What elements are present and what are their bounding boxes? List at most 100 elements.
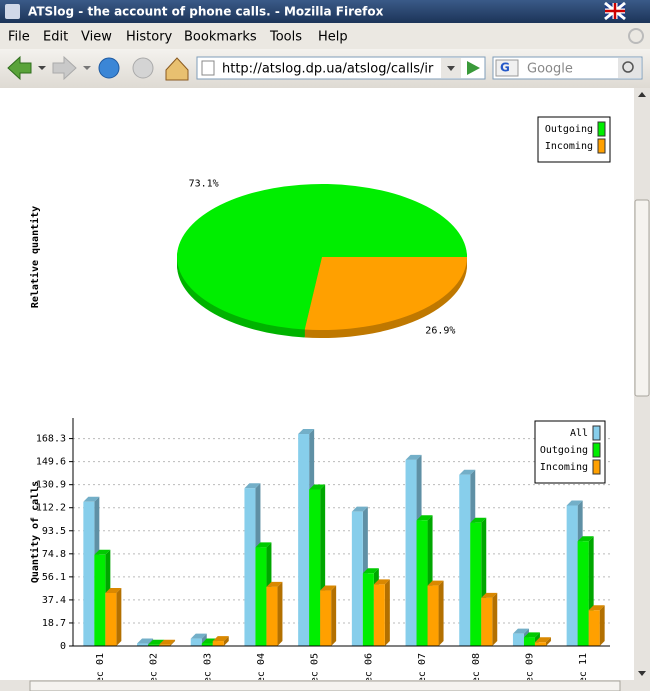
go-button[interactable] [467, 61, 480, 75]
bar-side [223, 636, 229, 646]
y-tick-label: 56.1 [42, 572, 66, 583]
bar-top [94, 549, 111, 555]
url-text: http://atslog.dp.ua/atslog/calls/ir [222, 62, 434, 77]
title-bar [0, 0, 650, 23]
legend-label: Outgoing [545, 124, 593, 135]
bar-side [331, 585, 337, 646]
y-tick-label: 112.2 [36, 503, 66, 514]
legend-label: All [570, 428, 588, 439]
x-tick-label: Dec 01 [95, 653, 106, 689]
bar-side [116, 588, 122, 646]
bar [309, 489, 321, 646]
menu: File Edit View History Bookmarks Tools Help [8, 30, 348, 45]
bar [481, 597, 493, 646]
url-dropdown-arrow [447, 66, 455, 71]
bar [201, 643, 213, 646]
bar [405, 459, 417, 646]
legend-swatch [592, 459, 601, 475]
pie-label: 73.1% [189, 178, 219, 189]
bar [362, 573, 374, 646]
charts: 73.1% 26.9% Relative quantity Outgoing Incom… [29, 116, 611, 689]
bar [105, 593, 117, 646]
forward-dropdown[interactable] [83, 66, 91, 70]
bar [94, 554, 106, 646]
v-scroll-thumb[interactable] [634, 199, 650, 397]
x-tick-label: Dec 03 [202, 653, 213, 689]
pie-slice [176, 183, 467, 330]
bar-top [320, 585, 337, 591]
x-tick-label: Dec 07 [417, 653, 428, 689]
bar-side [492, 592, 498, 646]
search-button[interactable] [618, 58, 641, 78]
bar-side [170, 639, 176, 646]
bar-top [405, 454, 422, 460]
bar [298, 434, 310, 646]
y-tick-label: 18.7 [42, 618, 66, 629]
bar-top [351, 506, 368, 512]
x-tick-label: Dec 09 [524, 653, 535, 689]
bar [512, 633, 524, 646]
bar [159, 644, 171, 646]
bar [190, 638, 202, 646]
legend-label: Outgoing [540, 445, 588, 456]
back-dropdown[interactable] [38, 66, 46, 70]
menu-item[interactable]: Help [318, 30, 348, 45]
bar-top [534, 637, 551, 643]
bar [244, 488, 256, 646]
bar-top [105, 588, 122, 594]
bar-top [137, 638, 154, 644]
engine-g: G [500, 61, 510, 75]
bar [523, 637, 535, 646]
page-icon [201, 60, 215, 76]
menu-item[interactable]: Tools [269, 30, 302, 45]
bar-top [588, 605, 605, 611]
menu-item[interactable]: View [81, 30, 112, 45]
legend-label: Incoming [545, 141, 593, 152]
throbber [628, 28, 644, 44]
x-tick-label: Dec 08 [471, 653, 482, 689]
menu-item[interactable]: Bookmarks [184, 30, 257, 45]
search-icon [622, 61, 634, 73]
y-tick-label: 37.4 [42, 595, 66, 606]
stop-button[interactable] [132, 57, 154, 79]
bar-top [298, 429, 315, 435]
bar-top [190, 633, 207, 639]
back-button[interactable] [7, 55, 32, 81]
bar [137, 643, 149, 646]
bar [588, 610, 600, 646]
bar-top [309, 484, 326, 490]
legend-swatch [597, 138, 606, 154]
menu-item[interactable]: History [126, 30, 173, 45]
bar-top [566, 500, 583, 506]
search-box[interactable] [492, 56, 643, 80]
bar [148, 644, 160, 646]
x-tick-label: Dec 02 [149, 653, 160, 689]
menu-item[interactable]: File [8, 30, 30, 45]
bar [212, 641, 224, 646]
bar-top [148, 639, 165, 645]
h-scroll-thumb[interactable] [29, 680, 621, 692]
flag-icon[interactable] [604, 1, 626, 21]
bar-side [277, 581, 283, 646]
bar-top [266, 581, 283, 587]
search-engine[interactable] [495, 59, 519, 77]
menu-bar [0, 23, 650, 49]
y-tick-label: 0 [60, 641, 66, 652]
y-tick-label: 93.5 [42, 526, 66, 537]
y-tick-label: 130.9 [36, 480, 66, 491]
bar-top [362, 568, 379, 574]
legend-swatch [592, 442, 601, 458]
menu-item[interactable]: Edit [43, 30, 68, 45]
bar [320, 590, 332, 646]
reload-button[interactable] [98, 57, 120, 79]
home-button[interactable] [165, 57, 189, 81]
bar-top [373, 579, 390, 585]
bar-top [212, 636, 229, 642]
bar [255, 547, 267, 646]
forward-button[interactable] [52, 55, 77, 81]
bar [427, 585, 439, 646]
bar-top [416, 515, 433, 521]
url-bar[interactable] [196, 56, 486, 80]
